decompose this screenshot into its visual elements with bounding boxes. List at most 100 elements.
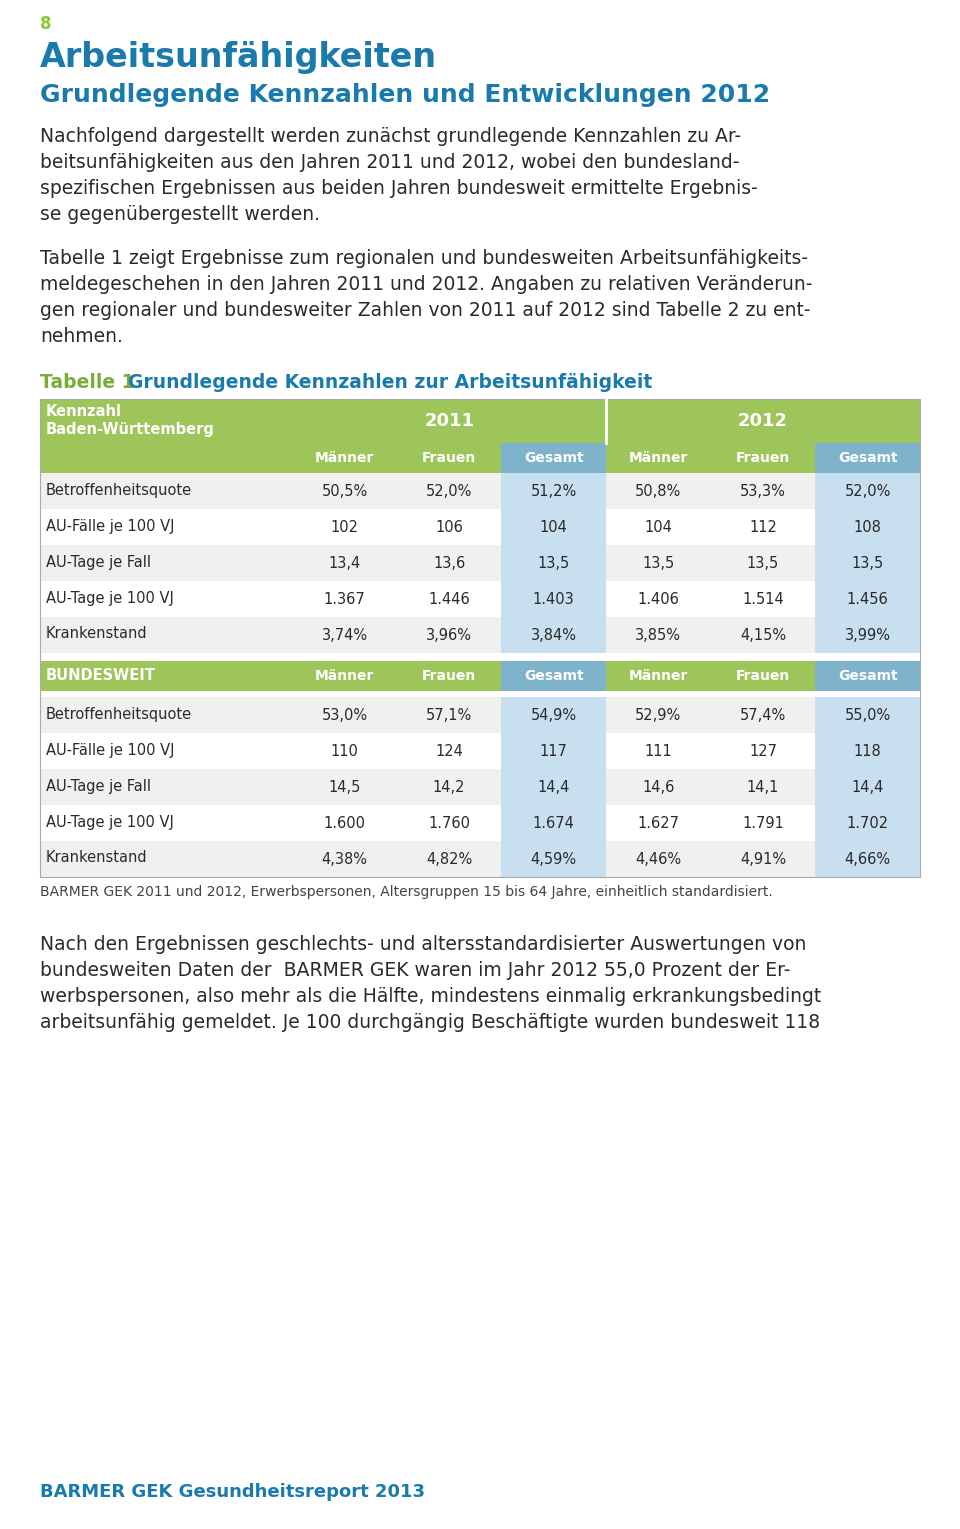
- Bar: [40, 732, 292, 769]
- Bar: [292, 841, 396, 878]
- Bar: [396, 581, 501, 618]
- Text: Frauen: Frauen: [736, 451, 790, 465]
- Bar: [396, 443, 501, 472]
- Text: AU-Tage je Fall: AU-Tage je Fall: [46, 778, 151, 794]
- Text: 124: 124: [435, 743, 463, 758]
- Text: 108: 108: [853, 520, 881, 535]
- Text: 52,9%: 52,9%: [636, 708, 682, 723]
- Text: Frauen: Frauen: [422, 670, 476, 683]
- Bar: [292, 399, 606, 443]
- Text: BUNDESWEIT: BUNDESWEIT: [46, 668, 156, 682]
- Bar: [396, 661, 501, 691]
- Text: 1.702: 1.702: [847, 815, 889, 830]
- Bar: [40, 841, 292, 878]
- Text: Grundlegende Kennzahlen zur Arbeitsunfähigkeit: Grundlegende Kennzahlen zur Arbeitsunfäh…: [128, 373, 652, 391]
- Text: 14,2: 14,2: [433, 780, 466, 795]
- Bar: [815, 804, 920, 841]
- Bar: [40, 804, 292, 841]
- Text: 57,1%: 57,1%: [426, 708, 472, 723]
- Bar: [40, 544, 292, 581]
- Bar: [606, 509, 710, 544]
- Text: 53,0%: 53,0%: [322, 708, 368, 723]
- Bar: [501, 509, 606, 544]
- Text: 14,1: 14,1: [747, 780, 780, 795]
- Text: AU-Fälle je 100 VJ: AU-Fälle je 100 VJ: [46, 518, 175, 534]
- Bar: [606, 804, 710, 841]
- Text: 104: 104: [644, 520, 672, 535]
- Text: 104: 104: [540, 520, 567, 535]
- Bar: [292, 618, 396, 653]
- Text: 4,66%: 4,66%: [845, 852, 891, 867]
- Text: Betroffenheitsquote: Betroffenheitsquote: [46, 483, 192, 497]
- Bar: [396, 509, 501, 544]
- Text: Tabelle 1: Tabelle 1: [40, 373, 134, 391]
- Bar: [606, 697, 710, 732]
- Bar: [815, 697, 920, 732]
- Text: 14,5: 14,5: [328, 780, 361, 795]
- Bar: [710, 581, 815, 618]
- Bar: [501, 443, 606, 472]
- Text: 127: 127: [749, 743, 777, 758]
- Text: Tabelle 1 zeigt Ergebnisse zum regionalen und bundesweiten Arbeitsunfähigkeits-: Tabelle 1 zeigt Ergebnisse zum regionale…: [40, 249, 808, 268]
- Text: 55,0%: 55,0%: [845, 708, 891, 723]
- Text: Baden-Württemberg: Baden-Württemberg: [46, 422, 215, 437]
- Text: 1.760: 1.760: [428, 815, 470, 830]
- Bar: [606, 544, 710, 581]
- Bar: [396, 618, 501, 653]
- Bar: [606, 581, 710, 618]
- Bar: [501, 618, 606, 653]
- Text: 2012: 2012: [738, 411, 788, 430]
- Bar: [710, 472, 815, 509]
- Text: Kennzahl: Kennzahl: [46, 404, 122, 419]
- Text: 13,4: 13,4: [328, 555, 361, 570]
- Bar: [40, 581, 292, 618]
- Text: 1.367: 1.367: [324, 592, 366, 607]
- Bar: [292, 732, 396, 769]
- Text: 13,5: 13,5: [852, 555, 884, 570]
- Bar: [40, 399, 920, 878]
- Bar: [710, 443, 815, 472]
- Bar: [501, 697, 606, 732]
- Bar: [501, 472, 606, 509]
- Bar: [815, 581, 920, 618]
- Bar: [501, 581, 606, 618]
- Bar: [292, 544, 396, 581]
- Bar: [606, 443, 710, 472]
- Bar: [710, 509, 815, 544]
- Text: Gesamt: Gesamt: [838, 670, 898, 683]
- Bar: [815, 472, 920, 509]
- Bar: [396, 544, 501, 581]
- Bar: [501, 732, 606, 769]
- Text: 52,0%: 52,0%: [426, 483, 472, 498]
- Bar: [710, 732, 815, 769]
- Text: 51,2%: 51,2%: [531, 483, 577, 498]
- Text: 1.456: 1.456: [847, 592, 889, 607]
- Bar: [710, 841, 815, 878]
- Bar: [710, 697, 815, 732]
- Bar: [815, 544, 920, 581]
- Text: Gesamt: Gesamt: [838, 451, 898, 465]
- Bar: [815, 732, 920, 769]
- Bar: [501, 661, 606, 691]
- Text: 3,85%: 3,85%: [636, 627, 682, 642]
- Text: 4,38%: 4,38%: [322, 852, 368, 867]
- Bar: [292, 472, 396, 509]
- Bar: [501, 544, 606, 581]
- Bar: [292, 581, 396, 618]
- Text: 1.674: 1.674: [533, 815, 575, 830]
- Bar: [710, 661, 815, 691]
- Bar: [815, 841, 920, 878]
- Text: AU-Fälle je 100 VJ: AU-Fälle je 100 VJ: [46, 743, 175, 757]
- Bar: [292, 697, 396, 732]
- Text: 4,15%: 4,15%: [740, 627, 786, 642]
- Text: werbspersonen, also mehr als die Hälfte, mindestens einmalig erkrankungsbedingt: werbspersonen, also mehr als die Hälfte,…: [40, 988, 821, 1006]
- Bar: [501, 769, 606, 804]
- Text: 14,4: 14,4: [538, 780, 570, 795]
- Text: arbeitsunfähig gemeldet. Je 100 durchgängig Beschäftigte wurden bundesweit 118: arbeitsunfähig gemeldet. Je 100 durchgän…: [40, 1014, 820, 1032]
- Bar: [292, 661, 396, 691]
- Text: 117: 117: [540, 743, 567, 758]
- Text: 14,6: 14,6: [642, 780, 675, 795]
- Text: 4,59%: 4,59%: [531, 852, 577, 867]
- Bar: [40, 472, 292, 509]
- Bar: [40, 697, 292, 732]
